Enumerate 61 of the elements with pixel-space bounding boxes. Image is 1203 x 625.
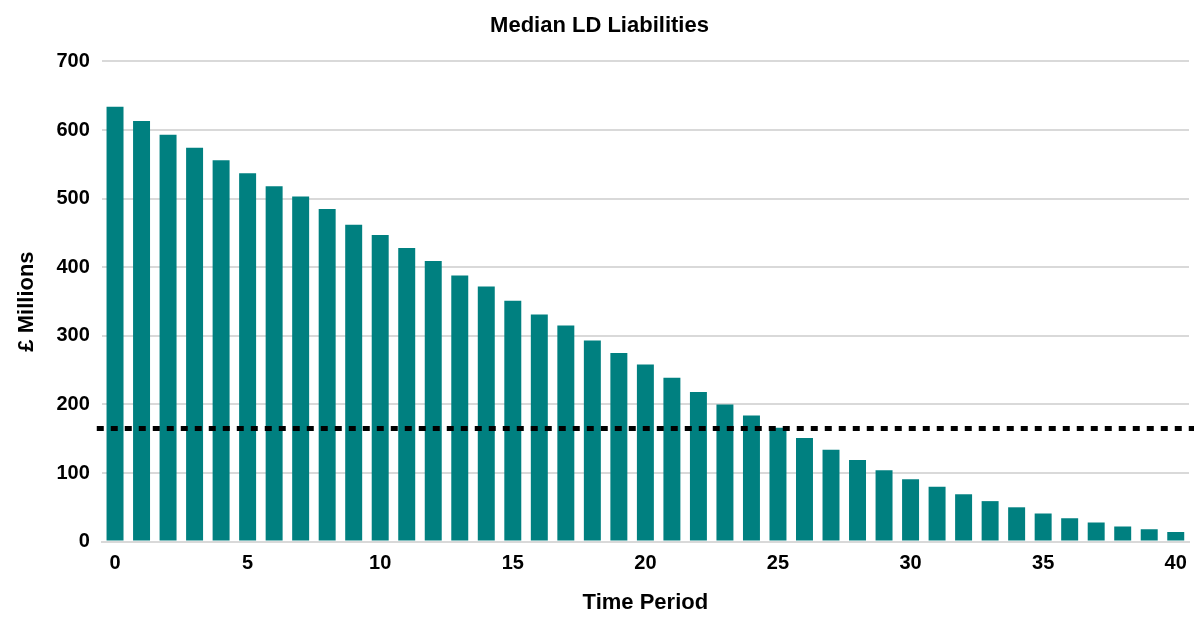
bar (902, 479, 920, 541)
bar (742, 415, 760, 541)
bar (1140, 529, 1158, 541)
y-tick-label: 600 (56, 117, 90, 140)
bar (796, 438, 813, 541)
bar (1008, 507, 1026, 541)
x-tick-label: 10 (369, 551, 392, 574)
bar (716, 404, 734, 541)
bar (265, 186, 283, 541)
bar (398, 247, 416, 541)
bar (1087, 522, 1105, 541)
bar (849, 459, 867, 541)
bar (769, 427, 787, 541)
bar (318, 208, 336, 541)
bar (424, 261, 442, 541)
bar (557, 325, 575, 541)
chart-title: Median LD Liabilities (490, 12, 709, 38)
bar (636, 364, 654, 541)
x-tick-label: 30 (899, 551, 922, 574)
x-tick-label: 40 (1164, 551, 1187, 574)
y-tick-label: 400 (56, 254, 90, 277)
bar (212, 160, 230, 541)
bar (1167, 532, 1185, 541)
x-tick-label: 0 (109, 551, 121, 574)
bar (928, 486, 946, 541)
x-tick-label: 15 (501, 551, 524, 574)
bar (530, 314, 548, 541)
x-tick-label: 35 (1032, 551, 1055, 574)
bar (1034, 513, 1052, 541)
x-axis-title: Time Period (582, 588, 709, 614)
bar (1114, 526, 1132, 541)
x-tick-label: 20 (634, 551, 657, 574)
bar (133, 121, 151, 541)
bar (875, 470, 893, 541)
bar (610, 352, 628, 541)
bar (981, 501, 999, 541)
y-tick-label: 500 (56, 186, 90, 209)
bar (689, 392, 707, 541)
bar (345, 224, 363, 541)
bar (239, 173, 257, 541)
y-tick-label: 700 (56, 48, 90, 71)
bar (371, 234, 389, 541)
bar (1061, 518, 1079, 541)
bar (955, 494, 973, 541)
bar (822, 449, 840, 541)
y-axis-title: £ Millions (13, 251, 39, 352)
bar (159, 134, 177, 541)
y-tick-label: 300 (56, 323, 90, 346)
x-tick-label: 25 (766, 551, 790, 574)
y-tick-label: 200 (56, 391, 90, 414)
bar (292, 196, 310, 541)
x-tick-label: 5 (242, 551, 254, 574)
bar (583, 340, 601, 541)
bar (106, 106, 124, 541)
bar (477, 286, 495, 541)
y-tick-label: 0 (78, 529, 90, 552)
bar (504, 300, 522, 541)
bar (663, 377, 681, 541)
bar (451, 275, 469, 541)
y-tick-label: 100 (56, 460, 90, 483)
bar (186, 147, 204, 541)
